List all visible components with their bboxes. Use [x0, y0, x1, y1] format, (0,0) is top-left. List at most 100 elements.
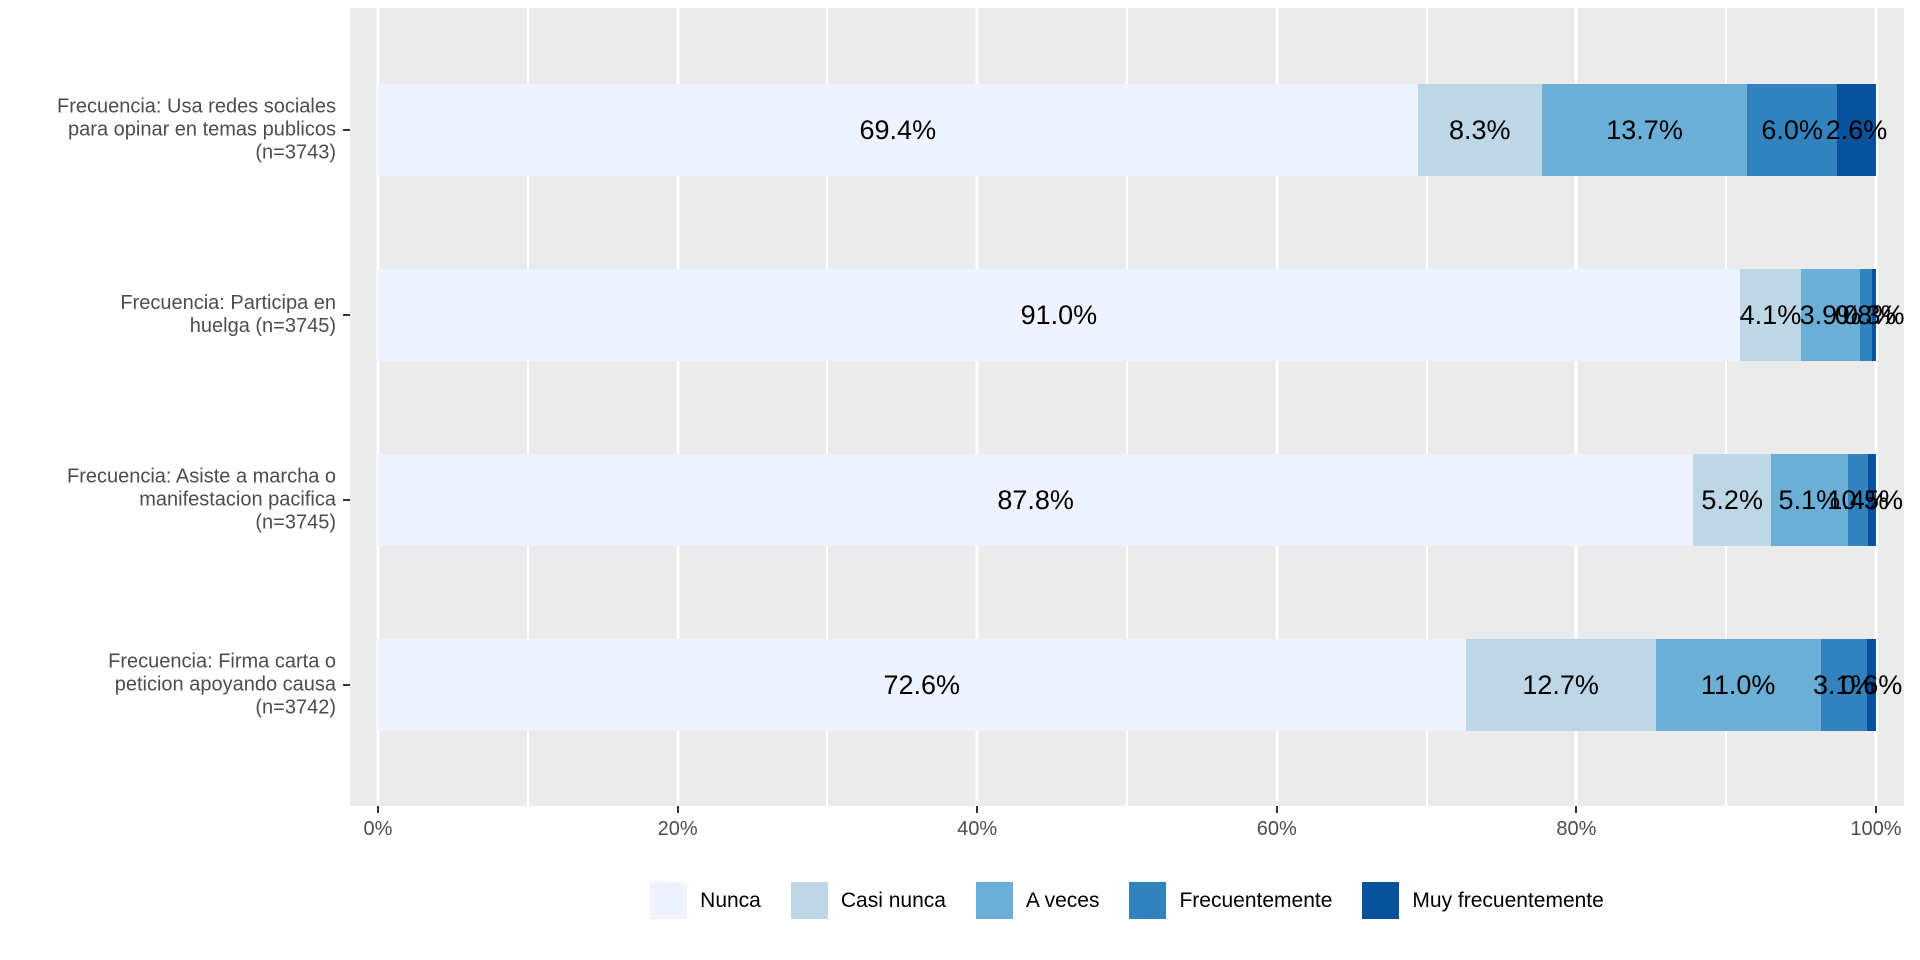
x-axis-tick-label: 60% — [1256, 818, 1297, 840]
bar-segment-label: 4.1% — [1739, 299, 1802, 330]
gridline-major — [1574, 8, 1578, 806]
bar-segment-label: 8.3% — [1449, 114, 1511, 145]
y-axis-label-line: Frecuencia: Firma carta o — [108, 650, 336, 673]
y-axis-tick — [343, 684, 350, 686]
bar-segment-label: 0.6% — [1840, 669, 1903, 700]
x-axis-tick — [676, 806, 679, 813]
legend-item-a-veces: A veces — [975, 882, 1100, 919]
x-axis-tick — [377, 806, 379, 813]
legend-swatch-nunca — [650, 882, 688, 919]
y-axis-label: Frecuencia: Firma carta o peticion apoyan… — [108, 651, 336, 720]
gridline-minor — [1725, 8, 1728, 806]
bar-segment-label: 87.8% — [997, 484, 1074, 515]
bar-row: 91.0% 4.1% 3.9% 0.8% 0.3% — [378, 269, 1905, 361]
y-axis-label-line: Frecuencia: Participa en — [120, 292, 336, 314]
gridline-major — [376, 8, 380, 806]
legend-swatch-a-veces — [975, 882, 1013, 919]
y-axis-label: Frecuencia: Usa redes sociales para opina… — [57, 96, 336, 165]
bar-segment-a-veces: 5.1% — [1771, 454, 1848, 546]
bar-row: 87.8% 5.2% 5.1% 1.4% 0.5% — [378, 454, 1903, 546]
x-axis-tick-label: 20% — [657, 818, 698, 840]
bar-segment-label: 5.2% — [1701, 484, 1763, 515]
legend-item-casi-nunca: Casi nunca — [790, 882, 946, 919]
legend-item-label: Nunca — [700, 888, 761, 912]
legend-item-label: Casi nunca — [840, 888, 946, 912]
plot-inner: 69.4% 8.3% 13.7% 6.0% 2.6% 91.0% 4.1% 3.9% 0.8% 0… — [376, 8, 1905, 806]
gridline-minor — [1425, 8, 1428, 806]
bar-segment-casi-nunca: 12.7% — [1465, 639, 1656, 731]
x-axis-tick-label: 40% — [957, 818, 998, 840]
bar-segment-nunca: 72.6% — [378, 639, 1466, 731]
gridline-major — [1275, 8, 1279, 806]
legend-item-frecuentemente: Frecuentemente — [1129, 882, 1332, 919]
bar-row: 69.4% 8.3% 13.7% 6.0% 2.6% — [378, 84, 1887, 176]
bar-segment-muy-frecuentemente: 0.6% — [1841, 639, 1902, 731]
gridline-minor — [526, 8, 529, 806]
y-axis-label-line: manifestacion pacifica — [139, 488, 336, 511]
gridline-minor — [1126, 8, 1128, 806]
bar-segment-label: 5.1% — [1778, 484, 1841, 515]
bar-segment-muy-frecuentemente: 0.5% — [1841, 454, 1903, 546]
y-axis-label-line: peticion apoyando causa — [114, 673, 336, 696]
bar-segment-muy-frecuentemente: 0.3% — [1843, 269, 1905, 361]
legend-item-label: Muy frecuentemente — [1412, 888, 1604, 912]
y-axis-tick — [343, 129, 350, 131]
bar-segment-frecuentemente: 6.0% — [1747, 84, 1838, 176]
legend-item-nunca: Nunca — [650, 882, 761, 919]
y-axis-label-line: Frecuencia: Asiste a marcha o — [66, 465, 336, 488]
bar-segment-casi-nunca: 5.2% — [1693, 454, 1772, 546]
y-axis-label-line: para opinar en temas publicos — [68, 118, 336, 141]
y-axis: Frecuencia: Usa redes sociales para opina… — [0, 8, 336, 806]
legend-swatch-casi-nunca — [790, 882, 828, 919]
bar-segment-label: 3.9% — [1799, 299, 1862, 330]
legend: Nunca Casi nunca A veces Frecuentemente Muy … — [650, 882, 1604, 919]
y-axis-label-line: (n=3743) — [255, 141, 336, 164]
bar-segment-label: 13.7% — [1606, 114, 1683, 145]
bar-segment-a-veces: 3.9% — [1799, 269, 1862, 361]
y-axis-tick — [343, 499, 350, 501]
x-axis-tick — [1575, 806, 1578, 813]
bar-segment-frecuentemente: 1.4% — [1827, 454, 1889, 546]
plot-panel: 69.4% 8.3% 13.7% 6.0% 2.6% 91.0% 4.1% 3.9% 0.8% 0… — [350, 8, 1905, 806]
gridline-major — [975, 8, 979, 806]
legend-item-label: A veces — [1025, 888, 1100, 912]
bar-segment-label: 0.8% — [1834, 299, 1897, 330]
bar-segment-nunca: 69.4% — [378, 84, 1418, 176]
gridline-major — [676, 8, 680, 806]
bar-segment-label: 11.0% — [1700, 669, 1776, 700]
bar-segment-casi-nunca: 8.3% — [1417, 84, 1542, 176]
bar-segment-a-veces: 13.7% — [1541, 84, 1748, 176]
bar-segment-muy-frecuentemente: 2.6% — [1826, 84, 1887, 176]
bar-segment-nunca: 87.8% — [378, 454, 1694, 546]
y-axis-label: Frecuencia: Participa en huelga (n=3745) — [120, 292, 336, 338]
x-axis-tick — [1875, 806, 1877, 813]
bar-segment-label: 12.7% — [1522, 669, 1599, 700]
x-axis-tick — [976, 806, 979, 813]
x-axis-tick-label: 0% — [363, 818, 393, 840]
bar-segment-label: 0.3% — [1842, 299, 1905, 330]
x-axis-tick-label: 100% — [1850, 818, 1902, 840]
bar-segment-a-veces: 11.0% — [1655, 639, 1821, 731]
gridline-major — [1874, 8, 1878, 806]
bar-segment-label: 1.4% — [1827, 484, 1889, 515]
y-axis-label-line: Frecuencia: Usa redes sociales — [56, 95, 336, 118]
y-axis-label-line: huelga (n=3745) — [189, 315, 336, 337]
x-axis: 0% 20% 40% 60% 80% 100% — [364, 806, 1902, 850]
legend-item-label: Frecuentemente — [1179, 888, 1333, 912]
bar-segment-frecuentemente: 0.8% — [1835, 269, 1896, 361]
bar-segment-frecuentemente: 3.1% — [1813, 639, 1875, 731]
legend-swatch-frecuentemente — [1129, 882, 1167, 919]
bar-segment-label: 91.0% — [1020, 299, 1098, 330]
bar-segment-label: 72.6% — [883, 669, 961, 700]
x-axis-tick — [1275, 806, 1278, 813]
y-axis-label-line: (n=3742) — [255, 696, 336, 719]
gridline-minor — [826, 8, 829, 806]
bar-segment-label: 69.4% — [859, 114, 937, 145]
legend-wrap: Nunca Casi nunca A veces Frecuentemente Muy … — [350, 882, 1904, 919]
bar-segment-label: 0.5% — [1841, 484, 1903, 515]
y-axis-label: Frecuencia: Asiste a marcha o manifestaci… — [67, 466, 336, 535]
bar-segment-label: 2.6% — [1825, 114, 1888, 145]
bar-row: 72.6% 12.7% 11.0% 3.1% 0.6% — [378, 639, 1902, 731]
x-axis-tick-label: 80% — [1556, 818, 1597, 840]
